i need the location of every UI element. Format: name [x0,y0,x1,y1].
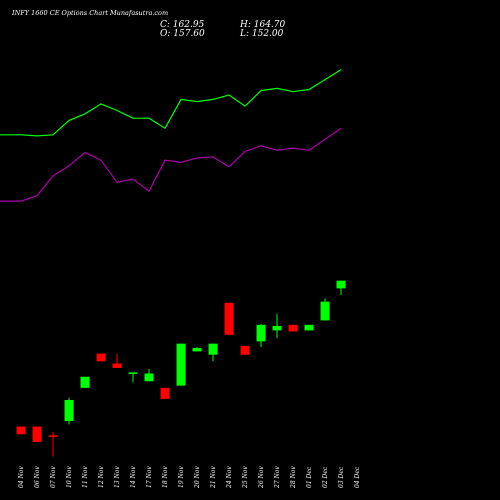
x-tick-label: 14 Nov [130,466,137,488]
candle-down [288,324,298,332]
x-tick-label: 07 Nov [50,466,57,488]
low-readout: L: 152.00 [240,29,284,39]
x-tick-label: 26 Nov [258,466,265,489]
x-tick-label: 11 Nov [82,466,89,488]
candle-up [272,325,282,331]
candle-down [96,353,106,362]
candle-up [192,348,202,352]
x-tick-label: 02 Dec [322,466,329,488]
x-tick-label: 12 Nov [98,466,105,488]
x-tick-label: 10 Nov [66,466,73,488]
candle-up [256,324,266,342]
x-tick-label: 17 Nov [146,466,153,488]
close-readout: C: 162.95 [160,20,205,30]
candle-down [240,345,250,355]
candle-up [128,372,138,374]
x-tick-label: 04 Nov [18,466,25,488]
candle-up [304,324,314,331]
candle-down [32,426,42,442]
x-tick-label: 04 Dec [354,466,361,488]
candle-down [112,363,122,368]
x-tick-label: 25 Nov [242,466,249,489]
candle-up [64,400,74,421]
candle-up [80,376,90,388]
x-tick-label: 27 Nov [274,466,281,489]
x-tick-label: 06 Nov [34,466,41,488]
candle-up [176,343,186,386]
x-tick-label: 03 Dec [338,466,345,488]
x-tick-label: 19 Nov [178,466,185,488]
candle-up [336,280,346,289]
upper-series-line [0,69,342,137]
candle-up [320,301,330,321]
candle-down [16,426,26,435]
x-tick-label: 20 Nov [194,466,201,489]
lower-series-line [0,127,342,202]
x-tick-label: 18 Nov [162,466,169,488]
x-tick-label: 01 Dec [306,466,313,488]
candle-up [208,343,218,355]
x-tick-label: 28 Nov [290,466,297,489]
open-readout: O: 157.60 [160,29,205,39]
candle-down [224,302,234,335]
x-tick-label: 13 Nov [114,466,121,488]
high-readout: H: 164.70 [240,20,286,30]
candle-up [144,373,154,382]
x-tick-label: 21 Nov [210,466,217,489]
x-tick-label: 24 Nov [226,466,233,489]
candle-down [160,387,170,399]
chart-title: INFY 1660 CE Options Chart Munafasutra.c… [12,9,169,17]
candle-down [48,435,58,437]
